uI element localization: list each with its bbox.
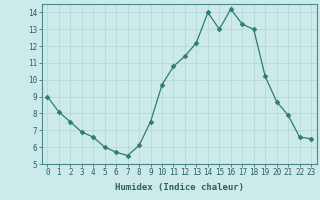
X-axis label: Humidex (Indice chaleur): Humidex (Indice chaleur) [115,183,244,192]
